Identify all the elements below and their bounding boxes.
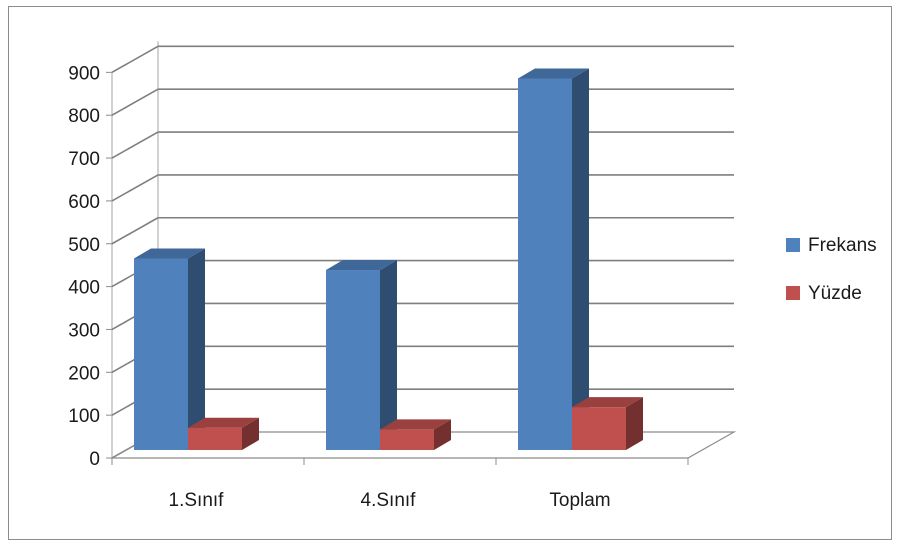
gridline-diagonal bbox=[111, 45, 159, 74]
y-tick-label: 200 bbox=[68, 363, 100, 384]
y-tick-label: 800 bbox=[68, 106, 100, 127]
y-tick-label: 400 bbox=[68, 278, 100, 299]
y-axis: 0 100 200 300 400 500 600 700 800 900 bbox=[68, 63, 112, 470]
y-tick-label: 700 bbox=[68, 149, 100, 170]
bar bbox=[518, 68, 589, 450]
gridline-diagonal bbox=[111, 88, 159, 116]
legend-label: Yüzde bbox=[808, 283, 862, 304]
legend-swatch bbox=[786, 238, 800, 252]
gridline-diagonal bbox=[111, 217, 159, 245]
bar-top bbox=[572, 397, 643, 408]
bar-front bbox=[572, 407, 626, 450]
y-tick-label: 0 bbox=[89, 449, 100, 470]
bar-side bbox=[434, 419, 451, 450]
y-tick-label: 600 bbox=[68, 192, 100, 213]
bar-front bbox=[188, 427, 242, 450]
gridline-diagonal bbox=[111, 174, 159, 202]
legend-swatch bbox=[786, 286, 800, 300]
x-tick-label: 4.Sınıf bbox=[361, 490, 417, 511]
bar-top bbox=[188, 417, 259, 428]
bar-side bbox=[626, 397, 643, 450]
bar bbox=[188, 417, 259, 450]
gridline-diagonal bbox=[111, 131, 159, 159]
bar bbox=[134, 248, 205, 450]
x-tick-label: 1.Sınıf bbox=[169, 490, 225, 511]
x-tick-label: Toplam bbox=[549, 490, 610, 511]
bar-side bbox=[242, 417, 259, 450]
bar bbox=[380, 419, 451, 450]
y-tick-label: 100 bbox=[68, 406, 100, 427]
bar-side bbox=[380, 260, 397, 450]
bar-top bbox=[134, 248, 205, 259]
bar-front bbox=[380, 429, 434, 450]
bar-side bbox=[188, 248, 205, 450]
bar-front bbox=[518, 78, 572, 450]
bar-side bbox=[572, 68, 589, 450]
gridlines bbox=[111, 45, 734, 459]
bar-front bbox=[326, 270, 380, 450]
x-axis: 1.Sınıf 4.Sınıf Toplam bbox=[111, 458, 689, 511]
bar bbox=[572, 397, 643, 450]
bar-front bbox=[134, 258, 188, 450]
chart-walls bbox=[109, 41, 737, 459]
legend: Frekans Yüzde bbox=[786, 235, 877, 304]
y-tick-label: 500 bbox=[68, 235, 100, 256]
bars bbox=[134, 68, 643, 450]
y-tick-label: 900 bbox=[68, 63, 100, 84]
bar-top bbox=[380, 419, 451, 430]
bar-top bbox=[518, 68, 589, 79]
bar bbox=[326, 260, 397, 450]
legend-label: Frekans bbox=[808, 235, 877, 256]
bar-top bbox=[326, 260, 397, 271]
y-tick-label: 300 bbox=[68, 320, 100, 341]
